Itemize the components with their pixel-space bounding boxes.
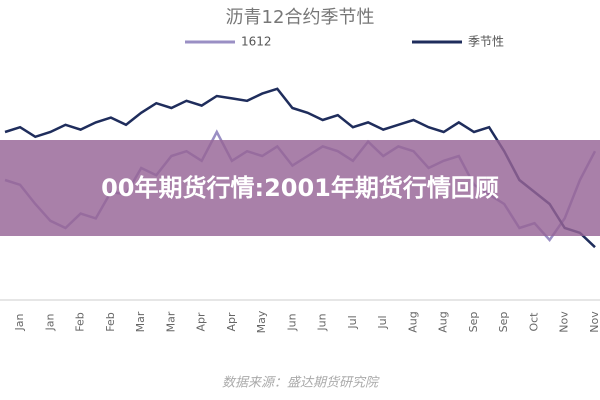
x-tick-label: Nov [558, 311, 571, 333]
x-tick-label: Apr [225, 312, 238, 332]
x-tick-label: Mar [134, 311, 147, 332]
x-tick-label: Feb [104, 312, 117, 331]
x-tick-label: Jul [346, 315, 359, 329]
x-tick-label: Aug [406, 311, 419, 332]
banner: 00年期货行情:2001年期货行情回顾 [0, 140, 600, 236]
x-tick-label: Sep [497, 312, 510, 333]
x-tick-label: Oct [527, 312, 540, 332]
x-tick-label: Jul [376, 315, 389, 329]
x-tick-label: Jan [13, 313, 26, 331]
legend-label: 1612 [241, 35, 272, 49]
x-tick-label: May [255, 310, 268, 333]
x-tick-label: Aug [437, 311, 450, 332]
source: 数据来源：盛达期货研究院 [222, 375, 380, 391]
x-tick-label: Nov [588, 311, 600, 333]
x-tick-label: Feb [74, 312, 87, 331]
chart-title: 沥青12合约季节性 [226, 7, 375, 28]
x-tick-label: Jan [43, 313, 56, 331]
legend-label: 季节性 [468, 35, 504, 49]
x-tick-label: Jun [316, 313, 329, 331]
x-tick-label: Mar [164, 311, 177, 332]
series-line [4, 87, 596, 249]
x-tick-label: Jun [285, 313, 298, 331]
x-tick-label: Sep [467, 312, 480, 333]
x-tick-label: Apr [195, 312, 208, 332]
